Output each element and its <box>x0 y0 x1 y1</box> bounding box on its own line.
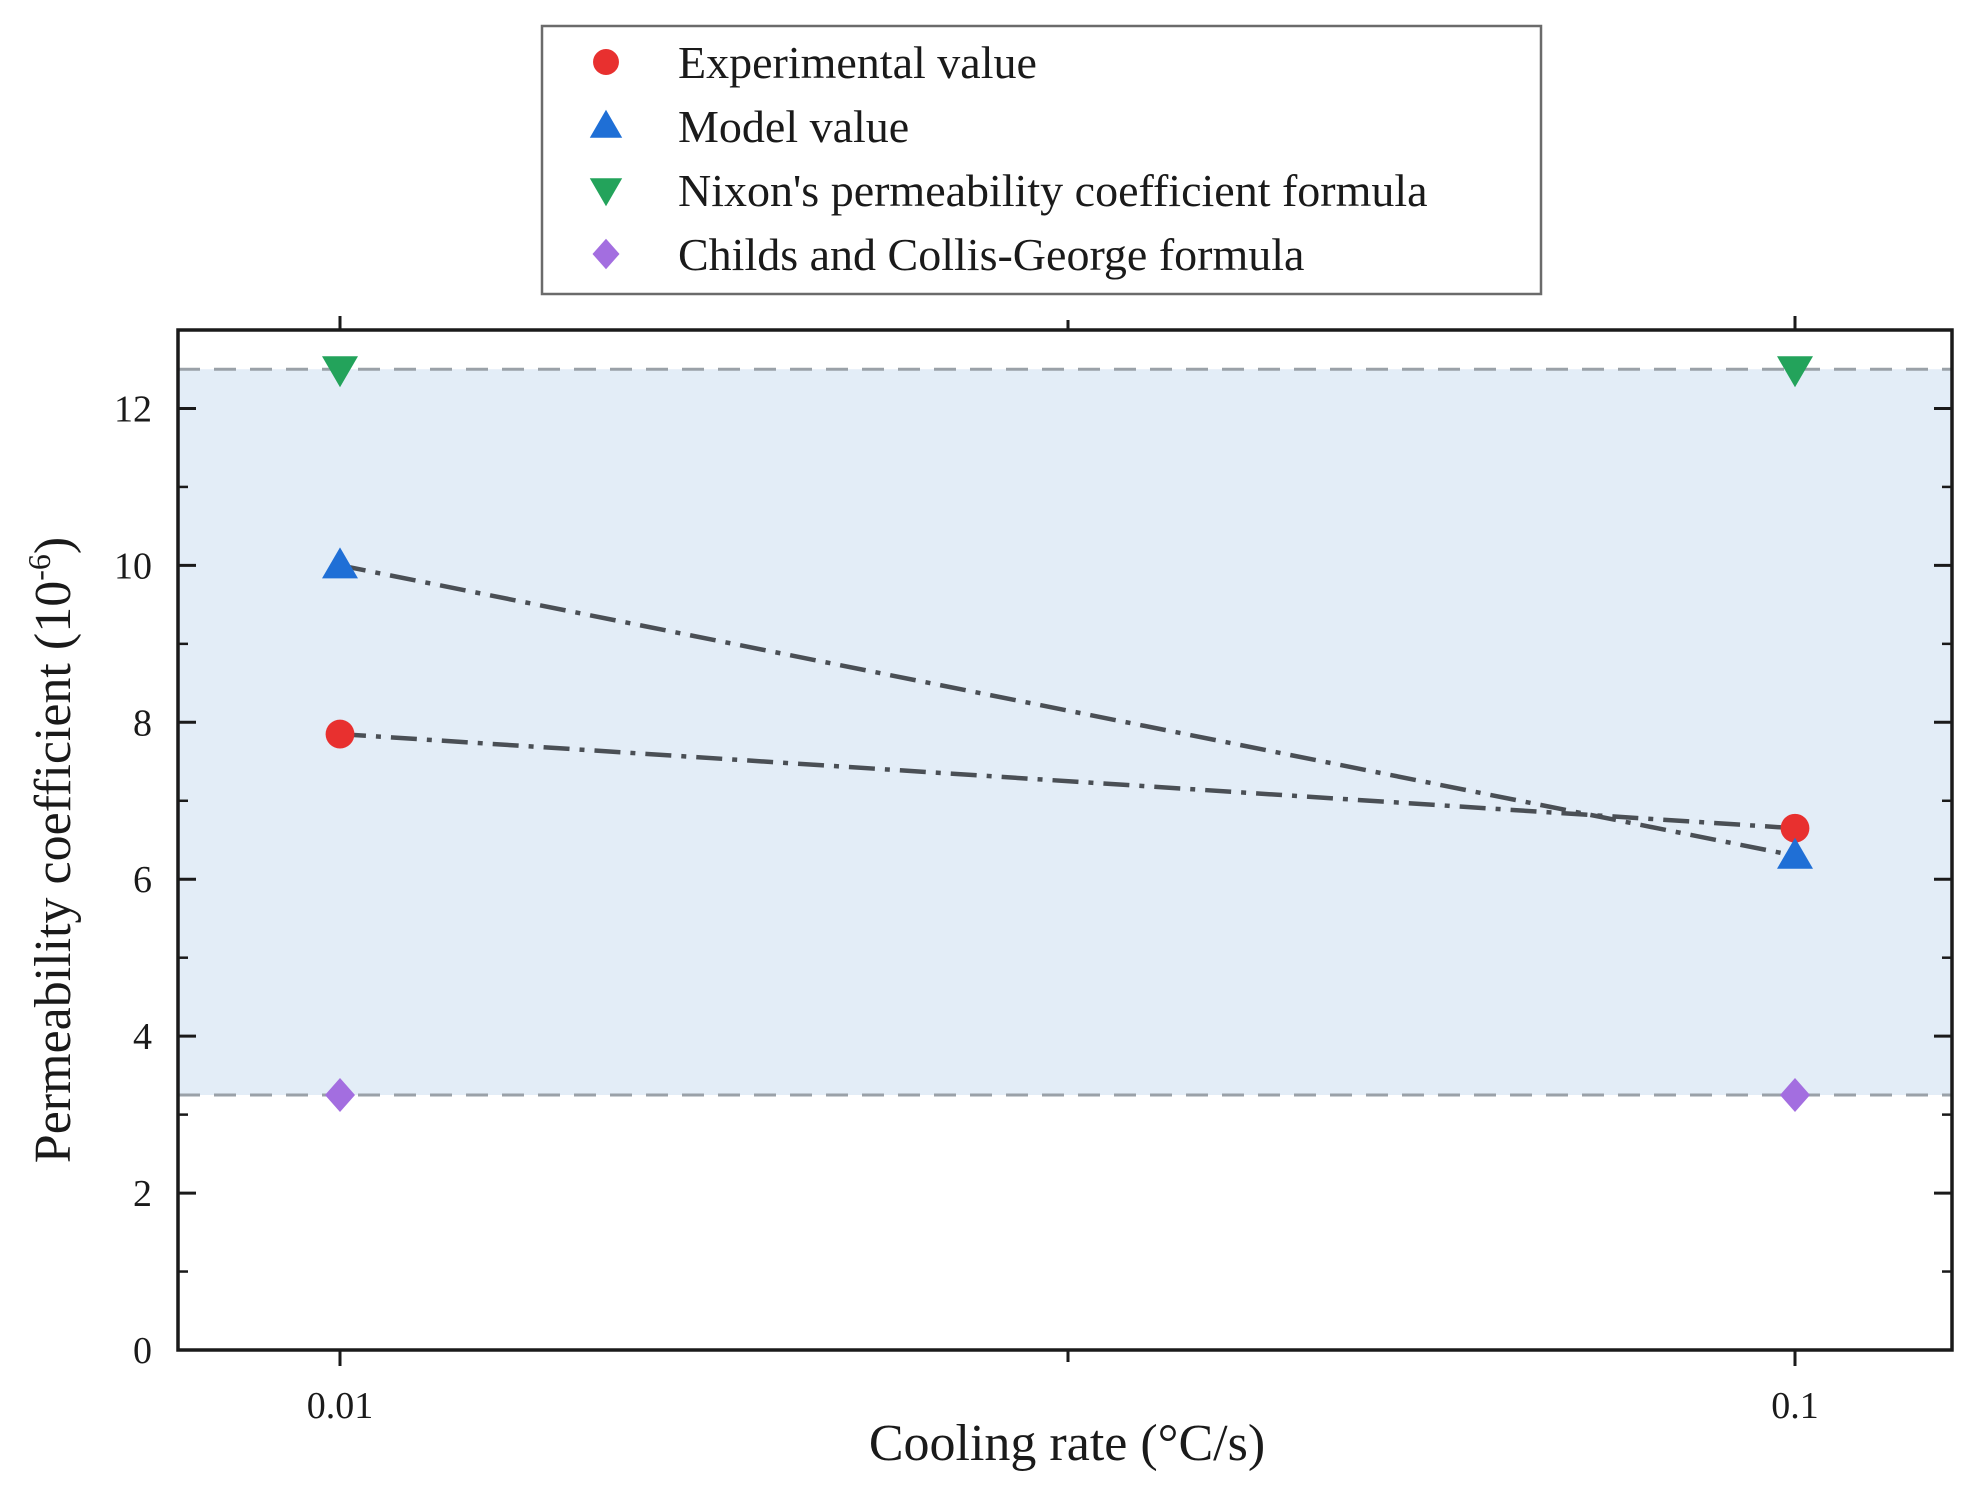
legend-box <box>540 24 1543 296</box>
legend-label-2: Nixon's permeability coefficient formula <box>678 165 1428 216</box>
data-point-series-2-0 <box>322 356 358 388</box>
data-point-series-0-1 <box>1780 813 1810 843</box>
x-tick-label: 0.01 <box>307 1385 374 1427</box>
legend: Experimental value Model value Nixon's per… <box>540 24 1543 296</box>
data-point-series-1-1 <box>1777 837 1813 869</box>
x-tick-label: 0.1 <box>1771 1385 1819 1427</box>
data-point-series-1-0 <box>322 547 358 579</box>
data-point-series-3-1 <box>1780 1078 1810 1112</box>
y-tick-label: 12 <box>114 388 152 430</box>
shaded-band-area <box>178 369 1952 1095</box>
x-axis-title: Cooling rate (°C/s) <box>869 1415 1265 1472</box>
y-tick-label: 6 <box>133 859 152 901</box>
legend-label-1: Model value <box>678 101 909 152</box>
y-tick-label: 2 <box>133 1173 152 1215</box>
y-axis-title-superscript: -6 <box>21 554 57 581</box>
series-line-0 <box>339 731 1796 831</box>
data-point-series-2-1 <box>1777 356 1813 388</box>
y-tick-label: 0 <box>133 1330 152 1372</box>
legend-label-3: Childs and Collis-George formula <box>678 229 1304 280</box>
legend-marker-3 <box>592 238 620 270</box>
axes <box>176 328 1954 1352</box>
y-axis-title-main: Permeability coefficient (10 <box>25 581 82 1163</box>
legend-marker-0 <box>593 49 619 75</box>
y-tick-label: 10 <box>114 545 152 587</box>
y-axis-title-suffix: ) <box>25 537 82 554</box>
data-point-series-0-0 <box>325 719 355 749</box>
data-points <box>322 356 1813 1112</box>
connector-lines <box>339 563 1796 858</box>
legend-marker-1 <box>589 109 623 138</box>
ticks: 0 2 4 6 8 10 12 0.01 0.1 <box>114 316 1952 1427</box>
data-point-series-3-0 <box>325 1078 355 1112</box>
series-line-1 <box>339 563 1796 858</box>
shaded-band <box>178 367 1952 1097</box>
legend-label-0: Experimental value <box>678 37 1037 88</box>
y-axis-title: Permeability coefficient (10-6) <box>21 537 82 1163</box>
y-tick-label: 8 <box>133 702 152 744</box>
y-tick-label: 4 <box>133 1016 152 1058</box>
plot-frame <box>176 328 1954 1352</box>
legend-marker-2 <box>589 178 623 207</box>
